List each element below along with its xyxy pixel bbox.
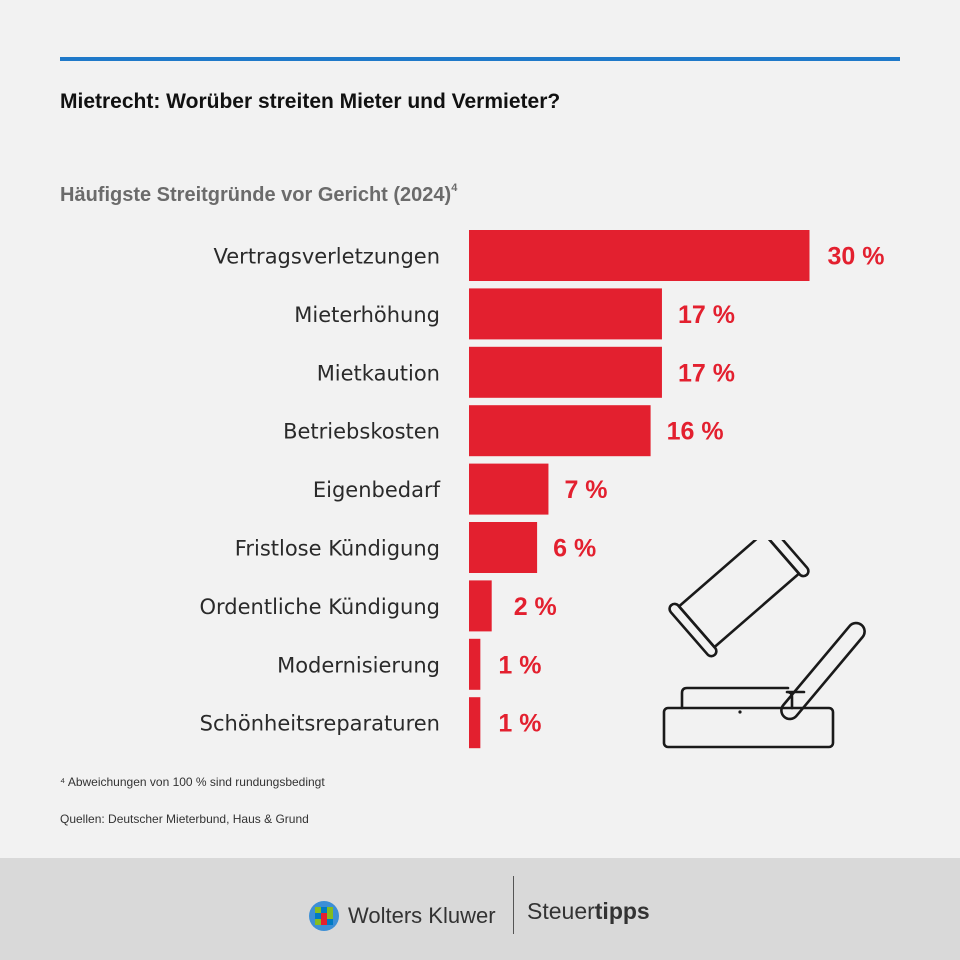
bar bbox=[469, 580, 492, 632]
sources-note: Quellen: Deutscher Mieterbund, Haus & Gr… bbox=[60, 812, 309, 826]
category-label: Vertragsverletzungen bbox=[214, 245, 440, 269]
chart-title-text: Häufigste Streitgründe vor Gericht (2024… bbox=[60, 184, 452, 206]
chart-title: Häufigste Streitgründe vor Gericht (2024… bbox=[60, 182, 458, 207]
bar-chart: Vertragsverletzungen 30 % Mieterhöhung 17 %… bbox=[200, 230, 885, 749]
bar bbox=[469, 346, 662, 398]
steuertipps-brand[interactable]: Steuertipps bbox=[527, 898, 650, 925]
value-label: 7 % bbox=[564, 476, 607, 504]
chart-title-footnote-marker: 4 bbox=[451, 182, 458, 195]
page-title: Mietrecht: Worüber streiten Mieter und V… bbox=[60, 90, 561, 113]
partner-name-bold: tipps bbox=[594, 898, 650, 924]
category-label: Betriebskosten bbox=[283, 420, 440, 444]
category-label: Mietkaution bbox=[317, 361, 440, 385]
bar bbox=[469, 697, 481, 749]
value-label: 1 % bbox=[498, 651, 541, 679]
wolters-kluwer-logo-icon bbox=[309, 901, 339, 931]
category-label: Eigenbedarf bbox=[313, 478, 441, 502]
bar bbox=[469, 463, 549, 515]
value-label: 6 % bbox=[553, 535, 596, 563]
category-label: Ordentliche Kündigung bbox=[200, 595, 441, 619]
gavel-icon bbox=[662, 540, 866, 749]
wolters-kluwer-brand[interactable]: Wolters Kluwer bbox=[308, 900, 496, 932]
value-label: 17 % bbox=[678, 301, 735, 329]
bar bbox=[469, 638, 481, 690]
bar bbox=[469, 288, 662, 340]
category-label: Fristlose Kündigung bbox=[235, 537, 440, 561]
category-label: Mieterhöhung bbox=[294, 303, 440, 327]
value-label: 17 % bbox=[678, 359, 735, 387]
bar bbox=[469, 522, 538, 573]
category-label: Schönheitsreparaturen bbox=[200, 712, 440, 736]
footer-bar: Wolters Kluwer Steuertipps bbox=[0, 858, 960, 960]
value-label: 30 % bbox=[828, 243, 885, 271]
value-label: 1 % bbox=[498, 710, 541, 738]
value-label: 16 % bbox=[667, 418, 724, 446]
footer-divider bbox=[513, 876, 514, 934]
top-accent-rule bbox=[60, 57, 900, 61]
category-label: Modernisierung bbox=[277, 653, 440, 677]
bar bbox=[469, 230, 810, 281]
brand-name: Wolters Kluwer bbox=[348, 903, 496, 928]
footnote: ⁴ Abweichungen von 100 % sind rundungsbe… bbox=[60, 775, 325, 789]
partner-name-regular: Steuer bbox=[527, 898, 595, 924]
value-label: 2 % bbox=[514, 593, 557, 621]
bar bbox=[469, 405, 651, 457]
